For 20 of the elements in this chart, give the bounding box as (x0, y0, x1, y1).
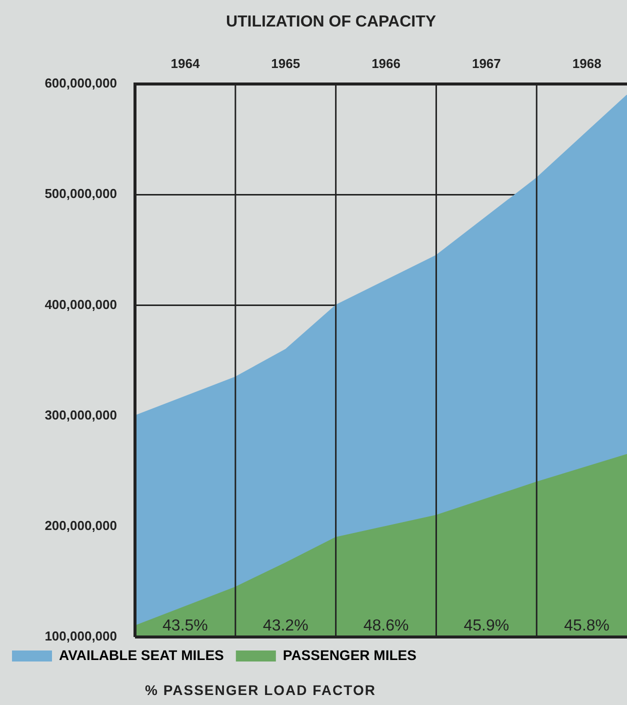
annotation: 45.9% (464, 617, 510, 634)
x-tick-label: 1964 (170, 56, 200, 71)
annotation: 48.6% (363, 617, 409, 634)
y-tick-label: 600,000,000 (44, 76, 117, 91)
x-tick-label: 1968 (572, 56, 602, 71)
y-tick-label: 500,000,000 (44, 186, 117, 202)
legend-label: PASSENGER MILES (282, 646, 416, 663)
x-tick-label: 1967 (472, 56, 501, 71)
annotation: 43.2% (262, 617, 308, 634)
chart-title: UTILIZATION OF CAPACITY (226, 13, 436, 30)
x-tick-label: 1966 (372, 56, 400, 71)
x-tick-label: 1965 (271, 56, 300, 71)
annotation: 45.8% (564, 617, 610, 634)
y-tick-label: 100,000,000 (44, 628, 117, 644)
y-tick-label: 300,000,000 (44, 407, 117, 422)
y-tick-label: 200,000,000 (44, 518, 117, 533)
annotation: 43.5% (162, 617, 208, 634)
text: % PASSENGER LOAD FACTOR (145, 682, 376, 698)
legend-label: AVAILABLE SEAT MILES (59, 646, 224, 663)
y-tick-label: 400,000,000 (44, 296, 117, 312)
